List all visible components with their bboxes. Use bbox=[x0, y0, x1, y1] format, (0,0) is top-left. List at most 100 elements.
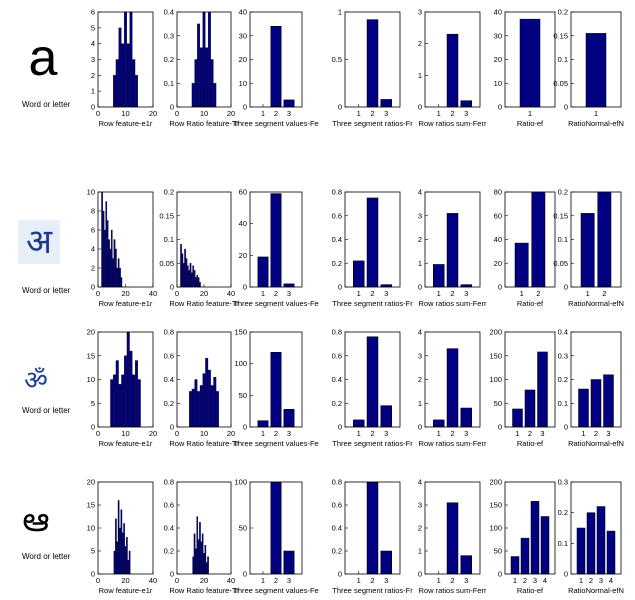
y-tick-label: 0 bbox=[338, 103, 342, 112]
x-axis-label: Row feature-e1r bbox=[99, 119, 153, 128]
y-tick-label: 2 bbox=[91, 71, 95, 80]
bar bbox=[353, 260, 365, 288]
bar bbox=[380, 405, 392, 428]
row-label: Word or letter bbox=[22, 100, 71, 109]
x-axis-label: Row ratios sum-Ferr bbox=[419, 586, 487, 595]
x-tick-label: 2 bbox=[602, 289, 606, 298]
y-tick-label: 0 bbox=[170, 103, 174, 112]
x-tick-label: 3 bbox=[287, 576, 291, 585]
y-tick-label: 20 bbox=[494, 55, 502, 64]
bar bbox=[199, 47, 203, 108]
y-tick-label: 6 bbox=[91, 226, 95, 235]
bar bbox=[216, 391, 219, 428]
y-tick-label: 0.2 bbox=[164, 547, 174, 556]
bar bbox=[270, 481, 282, 575]
bar bbox=[135, 75, 138, 108]
x-tick-label: 40 bbox=[149, 289, 157, 298]
bar bbox=[194, 59, 198, 108]
bar bbox=[446, 33, 459, 108]
y-tick-label: 40 bbox=[494, 8, 502, 17]
x-tick-label: 1 bbox=[437, 576, 441, 585]
y-tick-label: 0 bbox=[338, 423, 342, 432]
bar bbox=[113, 75, 116, 108]
x-tick-label: 0 bbox=[96, 289, 100, 298]
bar bbox=[124, 546, 127, 575]
bar bbox=[191, 388, 195, 428]
x-tick-label: 40 bbox=[149, 576, 157, 585]
y-tick-label: 100 bbox=[234, 478, 247, 487]
y-tick-label: 0 bbox=[91, 283, 95, 292]
y-tick-label: 0 bbox=[498, 103, 502, 112]
bar bbox=[189, 263, 192, 288]
bar bbox=[115, 360, 119, 428]
y-tick-label: 30 bbox=[239, 31, 247, 40]
y-tick-label: 0.1 bbox=[558, 539, 568, 548]
bar bbox=[132, 374, 136, 428]
y-tick-label: 10 bbox=[87, 524, 95, 533]
y-tick-label: 80 bbox=[494, 188, 502, 197]
bar bbox=[126, 43, 130, 108]
y-tick-label: 0 bbox=[418, 283, 422, 292]
x-tick-label: 1 bbox=[528, 109, 532, 118]
y-tick-label: 0.2 bbox=[558, 375, 568, 384]
x-axis-label: Three segment ratios-Fr bbox=[332, 119, 413, 128]
y-tick-label: 4 bbox=[91, 245, 95, 254]
x-tick-label: 0 bbox=[175, 576, 179, 585]
x-tick-label: 20 bbox=[227, 109, 235, 118]
y-tick-label: 0.15 bbox=[553, 211, 568, 220]
bar bbox=[446, 213, 459, 288]
bar bbox=[117, 258, 120, 288]
y-tick-label: 0.3 bbox=[558, 478, 568, 487]
x-axis-label: Ratio-ef bbox=[517, 586, 544, 595]
bar bbox=[128, 550, 131, 575]
x-tick-label: 2 bbox=[450, 576, 454, 585]
bar bbox=[116, 541, 119, 575]
bar bbox=[126, 331, 130, 428]
x-tick-label: 20 bbox=[121, 289, 129, 298]
bar bbox=[112, 258, 114, 288]
x-tick-label: 1 bbox=[515, 429, 519, 438]
y-tick-label: 0 bbox=[91, 103, 95, 112]
x-tick-label: 3 bbox=[384, 289, 388, 298]
y-tick-label: 5 bbox=[91, 547, 95, 556]
y-tick-label: 200 bbox=[489, 478, 502, 487]
bar bbox=[197, 277, 200, 288]
bar bbox=[123, 523, 125, 575]
bar bbox=[537, 351, 548, 428]
bar bbox=[115, 248, 117, 288]
y-tick-label: 60 bbox=[494, 211, 502, 220]
x-tick-label: 20 bbox=[149, 429, 157, 438]
y-tick-label: 0 bbox=[243, 570, 247, 579]
y-tick-label: 20 bbox=[87, 328, 95, 337]
bar bbox=[366, 336, 379, 428]
y-tick-label: 0.2 bbox=[332, 547, 342, 556]
x-axis-label: RatioNormal-efN bbox=[568, 119, 624, 128]
bar bbox=[199, 385, 203, 428]
y-tick-label: 0 bbox=[498, 423, 502, 432]
y-tick-label: 5 bbox=[91, 399, 95, 408]
y-tick-label: 1 bbox=[91, 87, 95, 96]
bar bbox=[120, 277, 123, 288]
y-tick-label: 1 bbox=[418, 259, 422, 268]
y-tick-label: 5 bbox=[91, 23, 95, 32]
y-tick-label: 150 bbox=[234, 328, 247, 337]
bar bbox=[119, 267, 121, 288]
y-tick-label: 10 bbox=[239, 79, 247, 88]
y-tick-label: 60 bbox=[239, 188, 247, 197]
bar bbox=[205, 562, 208, 575]
x-axis-label: Ratio-ef bbox=[517, 299, 544, 308]
y-tick-label: 0.4 bbox=[332, 375, 342, 384]
bar bbox=[202, 11, 206, 108]
y-tick-label: 4 bbox=[91, 39, 95, 48]
